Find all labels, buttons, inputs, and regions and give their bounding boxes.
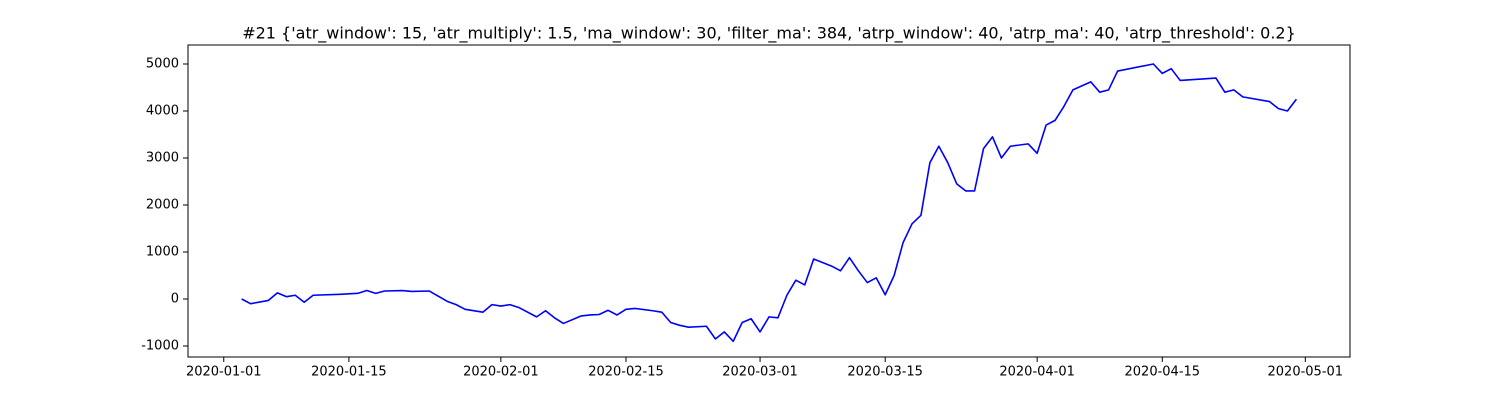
y-tick-label: -1000 (141, 339, 179, 354)
x-tick-label: 2020-04-01 (999, 365, 1075, 380)
x-tick-label: 2020-03-01 (722, 365, 798, 380)
plot-frame (187, 44, 1351, 358)
x-tick-label: 2020-04-15 (1125, 365, 1201, 380)
y-tick-label: 4000 (146, 103, 179, 118)
chart-title: #21 {'atr_window': 15, 'atr_multiply': 1… (242, 24, 1296, 44)
x-tick-label: 2020-02-01 (463, 365, 539, 380)
line-series (241, 63, 1298, 343)
y-tick-label: 2000 (146, 197, 179, 212)
x-tick-label: 2020-02-15 (588, 365, 664, 380)
x-tick-label: 2020-01-01 (186, 365, 262, 380)
x-tick-label: 2020-05-01 (1268, 365, 1344, 380)
y-tick-label: 3000 (146, 150, 179, 165)
y-tick-label: 0 (171, 291, 179, 306)
x-tick-label: 2020-01-15 (311, 365, 387, 380)
y-tick-label: 1000 (146, 244, 179, 259)
x-tick-label: 2020-03-15 (847, 365, 923, 380)
y-tick-label: 5000 (146, 56, 179, 71)
